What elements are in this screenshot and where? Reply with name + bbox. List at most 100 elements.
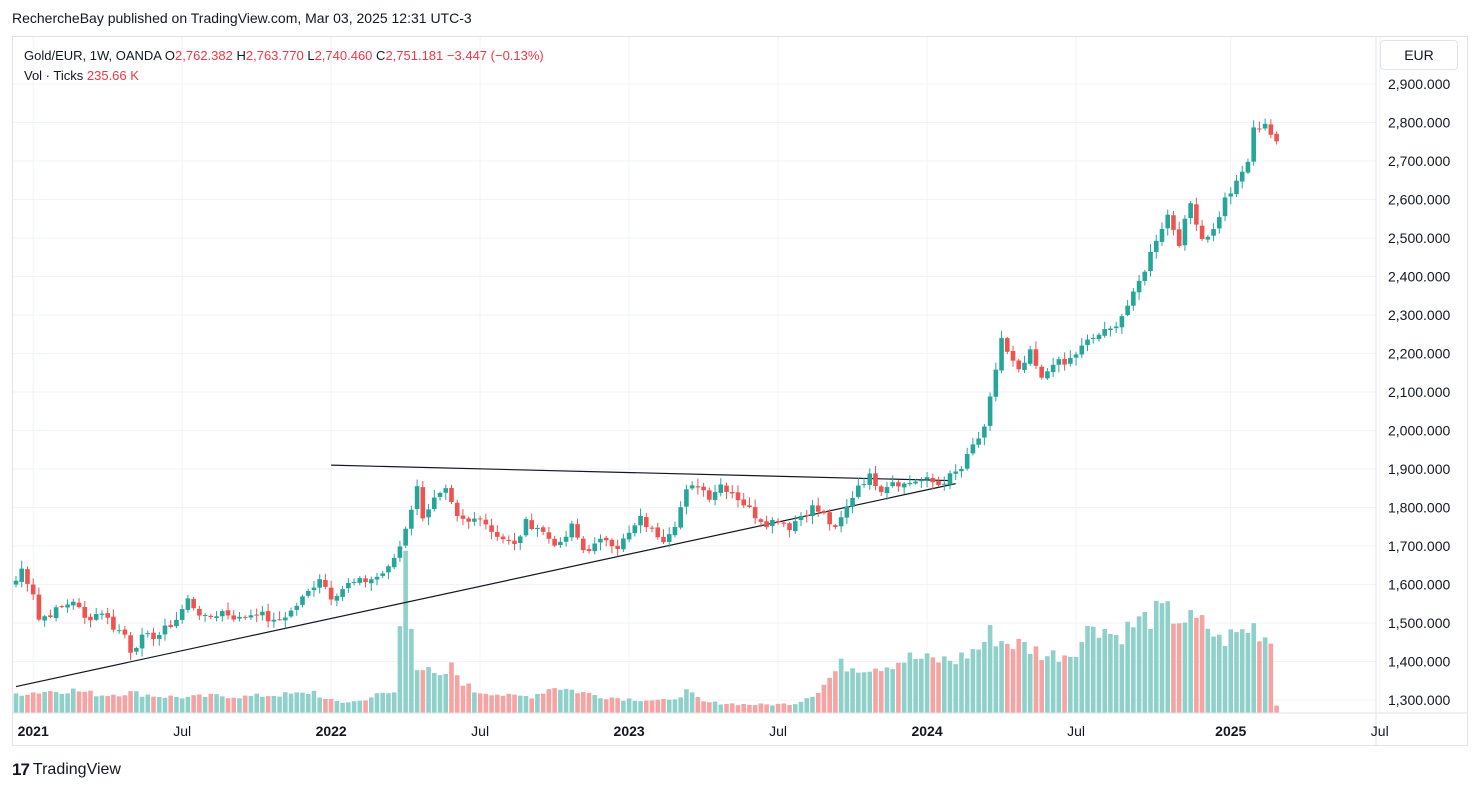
candle-body [1125,305,1130,316]
volume-bar [1234,632,1239,713]
candle [707,487,712,503]
y-tick-label: 2,200.000 [1388,346,1450,362]
symbol-label[interactable]: Gold/EUR, 1W, OANDA [24,48,162,63]
candle [99,610,105,620]
candle [913,479,918,485]
volume-bar [403,550,408,713]
candle-body [798,515,804,521]
candle [964,447,970,471]
candle [959,466,964,478]
candle [1205,234,1211,243]
volume-bar [386,693,391,713]
candle [48,609,53,619]
volume-bar [374,693,380,713]
volume-bar [1119,644,1125,713]
candle [609,538,615,554]
candle-body [1004,338,1010,352]
y-tick-label: 1,900.000 [1388,461,1450,477]
volume-bar [661,698,666,713]
candle-body [890,482,895,487]
candle [632,522,638,537]
candle [546,526,552,544]
volume-bar [391,692,397,713]
volume-bar [59,693,65,713]
candle-body [1142,271,1148,281]
volume-label[interactable]: Vol · Ticks [24,68,84,83]
volume-bar [1108,633,1113,713]
candle [1262,118,1268,131]
volume-bar [1125,621,1130,713]
candle [672,521,678,538]
candle [65,599,70,613]
candle-body [999,338,1004,371]
candle [214,611,219,622]
candle [689,481,695,491]
candle [787,521,792,538]
volume-bar [666,699,672,713]
candle [517,535,523,550]
candle-body [982,426,987,438]
volume-bar [638,701,643,713]
candle-body [569,523,575,538]
candle-body [300,596,305,605]
candle [764,515,769,530]
candle-body [993,369,999,397]
candle-body [953,471,959,474]
volume-bar [1257,641,1262,713]
volume-bar [804,698,810,713]
x-tick-label: 2024 [911,723,942,739]
currency-button[interactable]: EUR [1380,40,1458,70]
volume-bar [815,692,821,713]
candle-body [472,518,477,522]
candle [982,424,987,446]
candle-body [970,444,976,454]
candle [655,522,661,540]
volume-bar [752,705,758,713]
volume-bar [93,696,99,713]
candle-body [231,615,237,620]
candle [254,608,259,623]
volume-bar [254,693,259,713]
candle-body [93,614,99,620]
candle-body [426,509,431,518]
volume-bar [36,693,42,713]
x-tick-label: 2022 [316,723,347,739]
candle [896,480,901,492]
volume-bar [82,691,88,713]
x-tick-label: 2025 [1215,723,1246,739]
volume-bar [208,693,214,713]
candle [1119,313,1125,334]
candle-body [53,607,59,619]
volume-bar [712,701,718,713]
candle-body [380,573,386,576]
volume-bar [649,700,655,713]
candle [747,497,752,509]
candle [1056,356,1062,373]
candle [821,509,827,515]
candle [156,631,162,646]
volume-bar [128,691,133,713]
candle [277,611,282,621]
y-tick-label: 2,700.000 [1388,153,1450,169]
candle [231,609,237,622]
candle [712,484,718,506]
volume-bar [873,668,878,713]
candle-body [1113,326,1119,329]
candle-body [552,538,557,546]
x-axis-ticks: 2021 Jul 2022 Jul 2023 Jul 2024 Jul 2025 Jul [18,723,1389,739]
volume-bar [1068,656,1073,713]
candle [580,536,586,554]
candle-body [431,497,437,510]
candle-body [1027,349,1033,364]
candle-body [48,615,53,617]
candle-body [701,486,706,491]
candle-body [13,580,19,585]
candle-body [792,521,798,532]
volume-bar [242,695,248,713]
volume-bar [833,671,838,713]
candle-body [770,519,775,527]
tradingview-logo[interactable]: 17 TradingView [12,760,121,780]
volume-bar [770,705,775,713]
chart-legend: Gold/EUR, 1W, OANDA O2,762.382 H2,763.77… [24,46,544,86]
